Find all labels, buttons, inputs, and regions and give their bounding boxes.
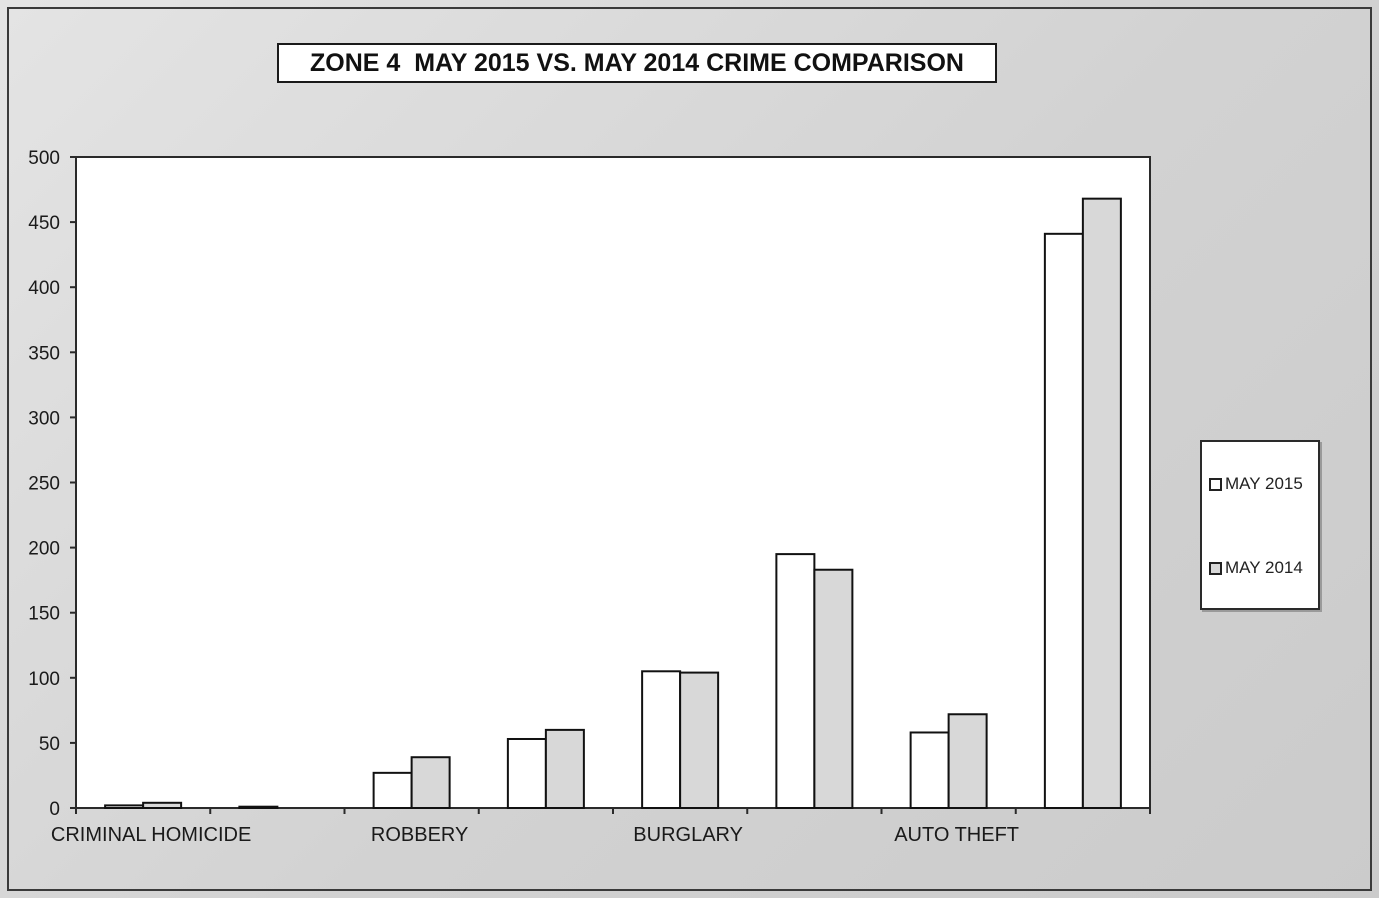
y-tick-label: 50: [39, 734, 60, 755]
y-tick-label: 500: [28, 148, 60, 169]
legend-swatch-may-2015: [1209, 477, 1222, 491]
y-tick-label: 100: [28, 669, 60, 690]
legend-item-may-2015: MAY 2015: [1209, 474, 1303, 494]
y-tick-label: 300: [28, 408, 60, 429]
legend-swatch-may-2014: [1209, 561, 1222, 575]
bar-may-2014-5: [813, 568, 854, 810]
category-label: ROBBERY: [371, 824, 468, 846]
bars: [104, 197, 1122, 810]
y-axis: 0 50 100 150 200 250 300 350 400 450 500: [28, 148, 76, 820]
bar-may-2015-5: [775, 553, 816, 809]
y-tick-label: 200: [28, 539, 60, 560]
bar-may-2014-0: [142, 801, 183, 809]
bar-may-2015-7: [1043, 232, 1084, 809]
legend-label-may-2014: MAY 2014: [1225, 558, 1303, 577]
category-label: CRIMINAL HOMICIDE: [51, 824, 251, 846]
legend: MAY 2015 MAY 2014: [1200, 440, 1320, 610]
legend-item-may-2014: MAY 2014: [1209, 558, 1303, 578]
bar-may-2015-2: [372, 771, 413, 810]
category-label: AUTO THEFT: [894, 824, 1019, 846]
y-tick-label: 400: [28, 278, 60, 299]
plot-area: [75, 156, 1151, 809]
bar-may-2014-6: [947, 713, 988, 809]
y-tick-label: 0: [49, 799, 60, 820]
category-label: BURGLARY: [633, 824, 743, 846]
bar-may-2015-6: [909, 731, 950, 810]
bar-may-2014-4: [679, 671, 720, 809]
bar-may-2014-2: [410, 756, 451, 809]
x-axis: CRIMINAL HOMICIDE ROBBERY BURGLARY AUTO THE…: [51, 808, 1151, 846]
legend-label-may-2015: MAY 2015: [1225, 474, 1303, 493]
bar-may-2014-7: [1081, 197, 1122, 809]
y-tick-label: 150: [28, 604, 60, 625]
bar-may-2015-0: [104, 804, 145, 809]
bar-may-2014-3: [544, 728, 585, 810]
bar-may-2015-1: [238, 805, 279, 809]
bar-may-2015-3: [506, 737, 547, 810]
y-tick-label: 350: [28, 343, 60, 364]
y-tick-label: 450: [28, 213, 60, 234]
bar-may-2015-4: [641, 670, 682, 809]
chart-title: ZONE 4 MAY 2015 VS. MAY 2014 CRIME COMPA…: [277, 43, 997, 83]
outer-frame: [7, 7, 1372, 891]
y-tick-label: 250: [28, 474, 60, 495]
